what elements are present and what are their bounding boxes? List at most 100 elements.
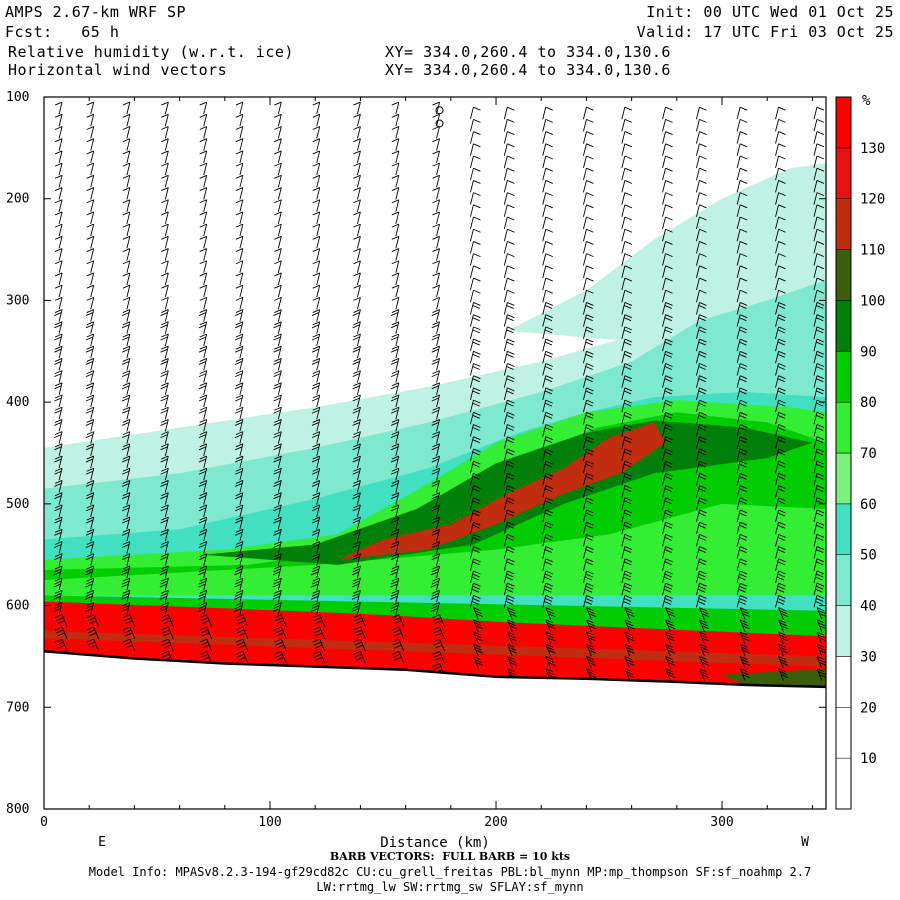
wind-barb [582, 533, 594, 547]
wind-barb [778, 607, 789, 620]
wind-barb [621, 253, 633, 266]
wind-barb [813, 363, 825, 376]
wind-barb [198, 419, 208, 432]
colorbar-unit: % [862, 93, 871, 109]
wind-barb [775, 277, 786, 291]
wind-barb [542, 326, 553, 339]
wind-barb [54, 296, 63, 310]
wind-barb [431, 406, 440, 420]
wind-barb [621, 277, 633, 291]
wind-barb [161, 284, 169, 298]
model-info-line2: LW:rrtmg_lw SW:rrtmg_sw SFLAY:sf_mynn [316, 880, 584, 894]
wind-barb [736, 363, 748, 376]
wind-barb [311, 589, 321, 603]
wind-barb [235, 235, 244, 249]
wind-barb [85, 321, 95, 334]
wind-barb [85, 406, 95, 420]
wind-barb [695, 436, 707, 449]
wind-barb [775, 253, 786, 266]
wind-barb [813, 558, 825, 571]
wind-barb [198, 394, 208, 408]
wind-barb [161, 235, 169, 249]
wind-barb [161, 248, 169, 261]
colorbar-swatch [835, 147, 852, 199]
wind-barb [198, 528, 208, 542]
wind-barb [352, 406, 361, 420]
wind-barb [469, 228, 481, 242]
wind-barb [469, 143, 481, 156]
wind-barb [273, 492, 282, 505]
wind-barb [86, 284, 95, 298]
wind-barb [159, 565, 169, 579]
wind-barb [621, 497, 633, 510]
wind-barb [86, 638, 100, 652]
wind-barb [813, 155, 825, 169]
wind-barb [390, 589, 400, 603]
wind-barb [391, 650, 405, 664]
wind-barb [311, 419, 321, 432]
wind-barb [54, 223, 63, 237]
wind-barb [778, 619, 789, 632]
wind-barb [353, 296, 361, 310]
wind-barb [582, 155, 594, 169]
wind-barb [121, 528, 131, 542]
wind-barb [353, 187, 361, 200]
wind-barb [582, 131, 594, 144]
wind-barb [86, 296, 95, 310]
wind-barb [699, 607, 710, 620]
wind-barb [542, 204, 553, 217]
wind-barb [122, 272, 131, 286]
wind-barb [234, 394, 244, 408]
wind-barb [582, 460, 594, 474]
wind-barb [235, 138, 244, 151]
wind-barb [234, 345, 244, 359]
wind-barb [353, 626, 366, 640]
wind-barb [235, 211, 244, 225]
wind-barb [122, 614, 136, 627]
wind-barb [353, 126, 361, 139]
wind-barb [274, 199, 282, 212]
wind-barb [503, 582, 515, 596]
wind-barb [582, 326, 594, 339]
colorbar-label: 90 [860, 344, 877, 360]
wind-barb [390, 443, 400, 456]
wind-barb [274, 248, 282, 261]
wind-barb [542, 338, 553, 352]
wind-barb [390, 382, 400, 395]
wind-barb [274, 296, 282, 310]
wind-barb [312, 126, 321, 139]
wind-barb [235, 150, 244, 164]
wind-barb [469, 363, 481, 376]
wind-barb [390, 357, 400, 371]
wind-barb [621, 131, 633, 144]
wind-barb [778, 656, 789, 669]
wind-barb [621, 485, 633, 498]
wind-barb [161, 272, 169, 286]
wind-barb [621, 399, 633, 413]
wind-barb [621, 118, 633, 132]
wind-barb [121, 309, 131, 322]
wind-barb [311, 443, 321, 456]
wind-barb [274, 187, 282, 200]
wind-barb [235, 101, 244, 115]
wind-barb [161, 260, 169, 273]
wind-barb [54, 626, 68, 640]
wind-barb [54, 528, 63, 542]
wind-barb [775, 472, 786, 486]
wind-barb [695, 350, 707, 364]
wind-barb [431, 528, 440, 542]
wind-barb [199, 162, 208, 176]
wind-barb [391, 223, 400, 237]
wind-barb [621, 143, 633, 156]
wind-barb [775, 363, 786, 376]
forecast-label: Fcst: [5, 23, 53, 41]
wind-barb [621, 472, 633, 486]
wind-barb [391, 626, 405, 640]
wind-barb [542, 460, 553, 474]
wind-barb [432, 223, 440, 237]
wind-barb [582, 363, 594, 376]
wind-barb [234, 370, 244, 383]
wind-barb [469, 179, 481, 193]
wind-barb [311, 333, 321, 347]
wind-barb [662, 179, 673, 193]
